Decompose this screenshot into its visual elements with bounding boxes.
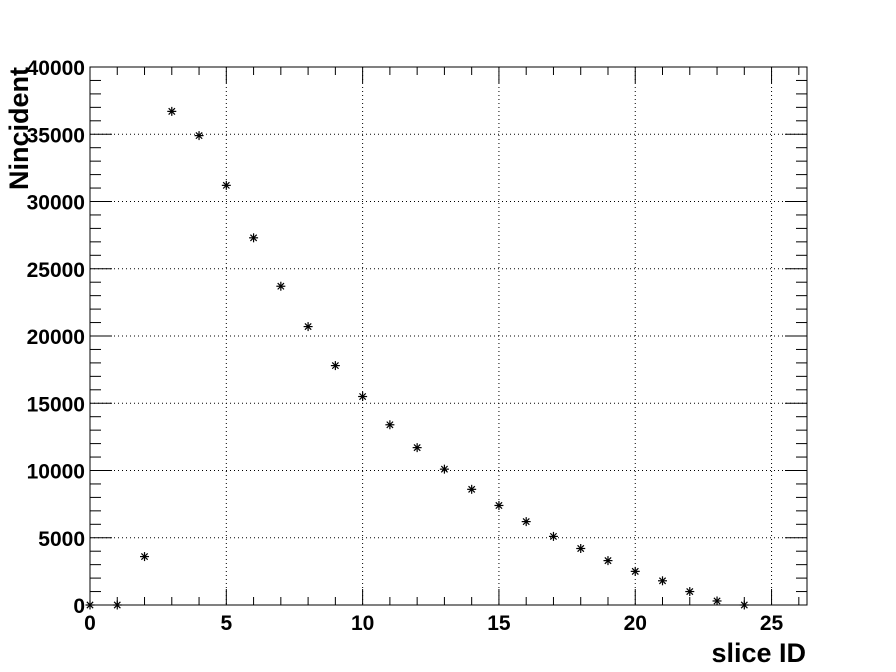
data-point — [685, 587, 695, 597]
data-point — [385, 420, 395, 430]
y-tick-label: 15000 — [27, 393, 85, 416]
y-tick-label: 0 — [73, 595, 85, 618]
marker-stroke — [413, 444, 421, 452]
marker-stroke — [86, 601, 94, 609]
data-point — [658, 576, 668, 586]
x-tick-label: 25 — [760, 612, 784, 635]
data-point — [548, 531, 558, 541]
marker-stroke — [549, 532, 558, 540]
marker-stroke — [386, 421, 394, 429]
data-point — [140, 552, 150, 562]
marker-stroke — [495, 501, 503, 510]
data-point — [194, 131, 204, 141]
data-point — [85, 600, 95, 610]
data-point — [712, 596, 722, 606]
x-tick-label: 0 — [84, 612, 96, 635]
marker-stroke — [249, 234, 258, 242]
marker-stroke — [522, 518, 530, 526]
data-point — [276, 281, 286, 291]
marker-stroke — [740, 601, 748, 609]
marker-stroke — [140, 553, 149, 561]
data-point — [494, 500, 504, 510]
x-tick-label: 20 — [624, 612, 647, 635]
x-tick-labels: 0 5 10 15 20 25 — [84, 612, 783, 635]
data-point — [739, 600, 749, 610]
marker-stroke — [168, 107, 176, 115]
marker-stroke — [658, 577, 667, 585]
grid-lines — [90, 67, 807, 605]
data-point — [467, 484, 477, 494]
marker-stroke — [577, 544, 585, 553]
data-point — [330, 361, 340, 371]
y-tick-label: 10000 — [27, 461, 85, 484]
marker-stroke — [222, 181, 230, 189]
marker-stroke — [713, 597, 721, 605]
y-tick-label: 5000 — [38, 528, 85, 551]
data-points — [85, 106, 749, 610]
y-axis-title: Nincident — [4, 67, 34, 190]
marker-stroke — [304, 323, 312, 331]
y-tick-labels: 0 5000 10000 15000 20000 25000 30000 35000 40000 — [27, 57, 85, 618]
marker-stroke — [440, 465, 448, 473]
data-point — [221, 180, 231, 190]
data-point — [521, 517, 531, 527]
marker-stroke — [604, 557, 612, 565]
marker-stroke — [686, 587, 694, 596]
marker-stroke — [359, 392, 367, 401]
marker-stroke — [277, 282, 285, 290]
marker-stroke — [113, 601, 121, 609]
data-point — [249, 233, 259, 243]
marker-stroke — [331, 362, 339, 370]
data-point — [576, 544, 586, 554]
data-point — [412, 443, 422, 453]
data-point — [439, 464, 449, 474]
x-tick-label: 15 — [487, 612, 511, 635]
marker-stroke — [195, 132, 203, 140]
y-tick-label: 35000 — [27, 124, 85, 147]
axis-ticks — [89, 66, 807, 606]
marker-stroke — [468, 485, 476, 493]
plot-frame — [89, 66, 808, 606]
data-point — [112, 600, 122, 610]
y-tick-label: 40000 — [27, 57, 85, 80]
marker-stroke — [631, 567, 639, 575]
x-tick-label: 10 — [351, 612, 374, 635]
y-tick-label: 20000 — [27, 326, 85, 349]
x-axis-title: slice ID — [711, 638, 806, 668]
data-point — [303, 322, 313, 332]
y-tick-label: 25000 — [27, 259, 85, 282]
data-point — [603, 556, 613, 566]
data-point — [630, 566, 640, 576]
data-point — [167, 106, 177, 116]
x-tick-label: 5 — [220, 612, 232, 635]
y-tick-label: 30000 — [27, 192, 85, 215]
data-point — [358, 392, 368, 402]
